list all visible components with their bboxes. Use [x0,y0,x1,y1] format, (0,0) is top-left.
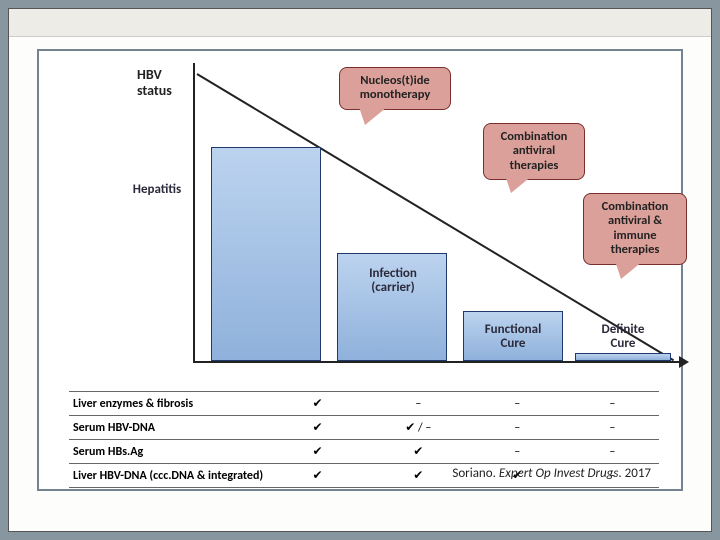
row-label: Liver enzymes & fibrosis [69,392,267,416]
table-cell: ✔ [267,416,368,440]
callout-tail-0 [359,107,387,125]
table-cell: ✔ [368,440,469,464]
citation-journal: Expert Op Invest Drugs [499,466,619,481]
callout-1: Combinationantiviraltherapies [483,123,585,180]
bar-label-1: Infection(carrier) [343,267,443,296]
bar-label-0: Hepatitis [121,183,193,197]
yaxis-label-line1: HBV [137,67,172,83]
row-label: Serum HBs.Ag [69,440,267,464]
content-frame: HBV status Hepatitis Infection(carrier) Fu… [37,49,683,491]
table-cell: – [469,392,566,416]
table-cell: ✔ / – [368,416,469,440]
x-axis-arrow-icon [679,356,689,368]
table-row: Serum HBs.Ag✔✔–– [69,440,659,464]
slide-frame: HBV status Hepatitis Infection(carrier) Fu… [8,8,712,532]
bar-label-2: FunctionalCure [463,323,563,352]
row-label: Liver HBV-DNA (ccc.DNA & integrated) [69,464,267,488]
y-axis [193,63,195,363]
citation-author: Soriano. [452,466,496,481]
table-cell: – [469,440,566,464]
chart-area: HBV status Hepatitis Infection(carrier) Fu… [59,63,667,383]
citation-year: . 2017 [618,466,651,481]
callout-tail-1 [505,175,533,193]
table-cell: – [566,440,659,464]
table-cell: ✔ [267,392,368,416]
table-cell: ✔ [267,464,368,488]
table-cell: ✔ [267,440,368,464]
table-row: Serum HBV-DNA✔✔ / ––– [69,416,659,440]
table-cell: – [469,416,566,440]
bar-3 [575,353,671,361]
table-cell: – [566,392,659,416]
callout-tail-2 [615,261,643,279]
callout-2: Combinationantiviral &immunetherapies [583,193,687,265]
row-label: Serum HBV-DNA [69,416,267,440]
bar-0 [211,147,321,361]
yaxis-label: HBV status [137,67,172,99]
citation: Soriano. Expert Op Invest Drugs. 2017 [452,466,651,481]
table-row: Liver enzymes & fibrosis✔––– [69,392,659,416]
x-axis [193,361,683,363]
slide-topbar [9,9,711,37]
table-cell: – [368,392,469,416]
table-cell: – [566,416,659,440]
yaxis-label-line2: status [137,83,172,99]
callout-0: Nucleos(t)idemonotherapy [339,67,451,110]
bar-label-3: DefiniteCure [577,323,669,352]
